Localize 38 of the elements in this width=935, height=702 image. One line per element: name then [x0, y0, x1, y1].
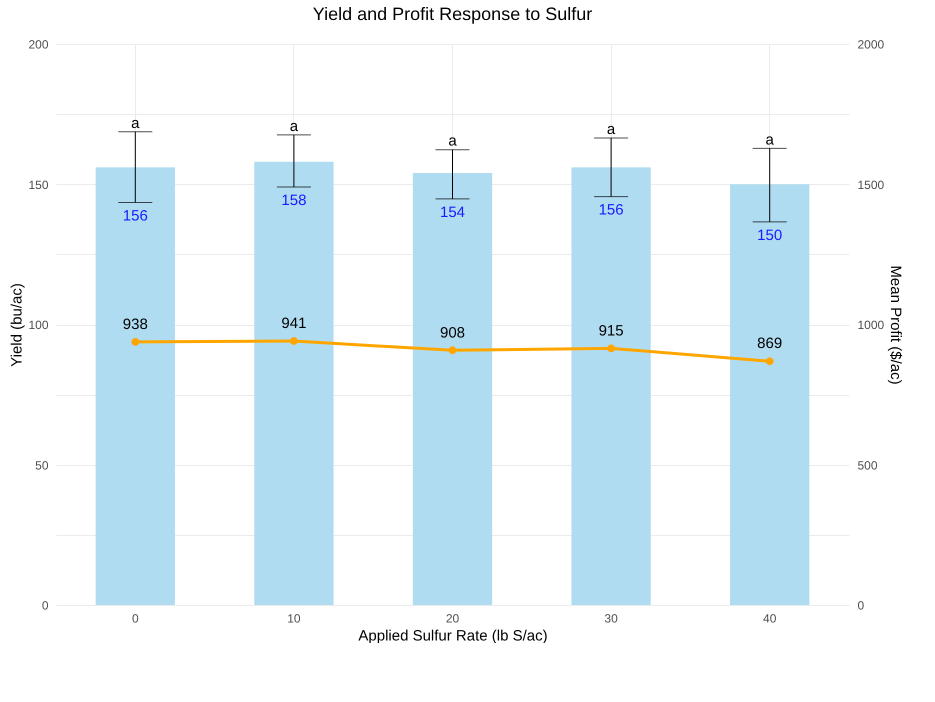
x-tick-label: 0: [132, 612, 139, 626]
point: [448, 346, 456, 354]
x-tick-label: 40: [763, 612, 777, 626]
x-tick-label: 10: [287, 612, 301, 626]
y2-tick-label: 2000: [858, 38, 885, 52]
point: [607, 344, 615, 352]
data-label: 156: [598, 202, 624, 219]
y-tick-label: 150: [28, 178, 49, 192]
y2-tick-label: 1500: [858, 178, 885, 192]
chart-title: Yield and Profit Response to Sulfur: [312, 4, 592, 24]
data-label: 154: [440, 204, 466, 221]
data-label: 156: [122, 207, 148, 224]
data-label: 915: [598, 322, 624, 340]
y-tick-label: 100: [28, 318, 49, 332]
point: [290, 337, 298, 345]
data-label: 869: [757, 335, 782, 352]
y-tick-label: 0: [42, 598, 49, 612]
data-label: 938: [122, 316, 148, 333]
point: [131, 338, 140, 346]
data-label: 941: [281, 315, 306, 332]
y-tick-label: 50: [35, 458, 49, 472]
annotation: a: [448, 132, 458, 150]
y2-tick-label: 500: [858, 458, 878, 472]
annotation: a: [290, 118, 299, 135]
data-label: 158: [281, 192, 306, 210]
point: [766, 357, 774, 366]
y-axis-title: Yield (bu/ac): [8, 283, 26, 367]
annotation: a: [766, 131, 775, 148]
x-tick-label: 30: [604, 612, 618, 626]
annotation: a: [606, 120, 616, 138]
y2-axis-title: Mean Profit ($/ac): [887, 265, 904, 385]
y2-tick-label: 0: [858, 598, 864, 612]
x-tick-label: 20: [446, 612, 460, 626]
annotation: a: [131, 114, 140, 132]
y2-tick-label: 1000: [858, 318, 885, 332]
data-label: 908: [440, 324, 466, 342]
y-tick-label: 200: [28, 38, 49, 52]
data-label: 150: [757, 226, 782, 244]
